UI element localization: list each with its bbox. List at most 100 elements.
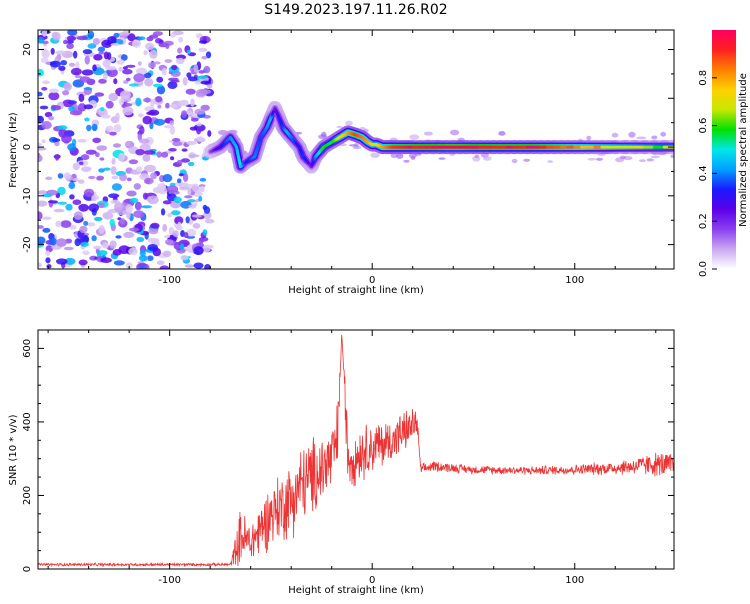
noise-blob bbox=[198, 70, 205, 74]
noise-blob bbox=[79, 226, 87, 233]
noise-blob bbox=[93, 54, 102, 61]
noise-blob bbox=[92, 64, 97, 71]
noise-blob bbox=[190, 99, 195, 107]
noise-blob bbox=[138, 36, 146, 40]
noise-blob bbox=[127, 178, 132, 182]
noise-blob bbox=[586, 136, 591, 140]
noise-blob bbox=[58, 125, 68, 130]
noise-blob bbox=[183, 173, 188, 182]
noise-blob bbox=[178, 37, 183, 43]
noise-blob bbox=[188, 154, 199, 157]
noise-blob bbox=[191, 118, 199, 122]
colorbar-label: Normalized spectral amplitude bbox=[738, 73, 749, 227]
noise-blob bbox=[61, 134, 72, 143]
colorbar-tick-label: 0.4 bbox=[698, 165, 709, 181]
noise-blob bbox=[483, 157, 492, 161]
noise-blob bbox=[439, 157, 446, 159]
y-tick-label: 200 bbox=[22, 486, 33, 505]
noise-blob bbox=[114, 260, 125, 265]
noise-blob bbox=[123, 232, 134, 238]
noise-blob bbox=[48, 116, 54, 120]
noise-blob bbox=[97, 250, 108, 256]
noise-blob bbox=[184, 195, 192, 198]
noise-blob bbox=[41, 87, 47, 91]
noise-blob bbox=[628, 132, 635, 138]
noise-blob bbox=[48, 92, 59, 100]
noise-blob bbox=[143, 193, 148, 200]
noise-blob bbox=[172, 141, 182, 146]
noise-blob bbox=[157, 261, 165, 266]
y-tick-label: 600 bbox=[22, 339, 33, 358]
noise-blob bbox=[188, 205, 196, 209]
noise-blob bbox=[165, 43, 169, 49]
noise-blob bbox=[141, 205, 152, 208]
noise-blob bbox=[153, 84, 163, 87]
noise-blob bbox=[512, 159, 518, 163]
noise-blob bbox=[42, 217, 51, 220]
noise-blob bbox=[196, 128, 201, 135]
noise-blob bbox=[55, 51, 66, 55]
noise-blob bbox=[46, 264, 51, 268]
noise-blob bbox=[148, 62, 156, 68]
noise-blob bbox=[64, 172, 71, 179]
x-tick-label: -100 bbox=[158, 575, 181, 586]
noise-blob bbox=[112, 158, 116, 165]
noise-blob bbox=[120, 90, 131, 99]
noise-blob bbox=[46, 62, 50, 65]
noise-blob bbox=[106, 126, 114, 132]
noise-blob bbox=[150, 172, 157, 179]
x-tick-label: 100 bbox=[565, 575, 584, 586]
noise-blob bbox=[186, 141, 197, 145]
colorbar-tick-label: 0.2 bbox=[698, 213, 709, 229]
noise-blob bbox=[180, 255, 188, 260]
noise-blob bbox=[187, 199, 195, 202]
noise-blob bbox=[74, 211, 83, 220]
noise-blob bbox=[201, 56, 207, 60]
noise-blob bbox=[69, 63, 75, 67]
noise-blob bbox=[76, 36, 88, 40]
colorbar-gradient bbox=[712, 30, 736, 269]
noise-blob bbox=[197, 76, 208, 79]
noise-blob bbox=[91, 235, 96, 241]
noise-blob bbox=[60, 60, 67, 65]
y-tick-label: -20 bbox=[22, 236, 33, 252]
noise-blob bbox=[88, 176, 95, 179]
noise-blob bbox=[129, 159, 138, 164]
noise-blob bbox=[80, 242, 89, 247]
noise-blob bbox=[48, 200, 58, 203]
noise-blob bbox=[110, 240, 117, 248]
noise-blob bbox=[194, 109, 205, 115]
noise-blob bbox=[113, 78, 117, 84]
noise-blob bbox=[171, 210, 181, 215]
noise-blob bbox=[180, 243, 184, 251]
noise-blob bbox=[143, 116, 152, 125]
noise-blob bbox=[36, 263, 42, 268]
noise-blob bbox=[163, 251, 172, 258]
noise-blob bbox=[165, 239, 174, 245]
noise-blob bbox=[164, 235, 170, 238]
noise-blob bbox=[150, 99, 154, 107]
noise-blob bbox=[498, 131, 505, 136]
noise-blob bbox=[122, 107, 133, 116]
noise-blob bbox=[49, 89, 59, 94]
noise-blob bbox=[160, 265, 170, 270]
noise-blob bbox=[120, 218, 125, 224]
x-tick-label: 100 bbox=[565, 275, 584, 286]
noise-blob bbox=[52, 32, 61, 41]
noise-blob bbox=[186, 89, 196, 95]
noise-blob bbox=[177, 178, 182, 183]
noise-blob bbox=[84, 189, 94, 197]
figure-title: S149.2023.197.11.26.R02 bbox=[264, 2, 447, 18]
noise-blob bbox=[349, 144, 358, 146]
noise-blob bbox=[63, 83, 70, 89]
noise-blob bbox=[183, 77, 188, 86]
noise-blob bbox=[403, 160, 409, 163]
spectrogram-y-label: Frequency (Hz) bbox=[8, 112, 19, 188]
noise-blob bbox=[148, 228, 158, 234]
noise-blob bbox=[196, 122, 202, 126]
noise-blob bbox=[83, 221, 88, 226]
noise-blob bbox=[101, 40, 112, 48]
noise-blob bbox=[73, 199, 82, 205]
